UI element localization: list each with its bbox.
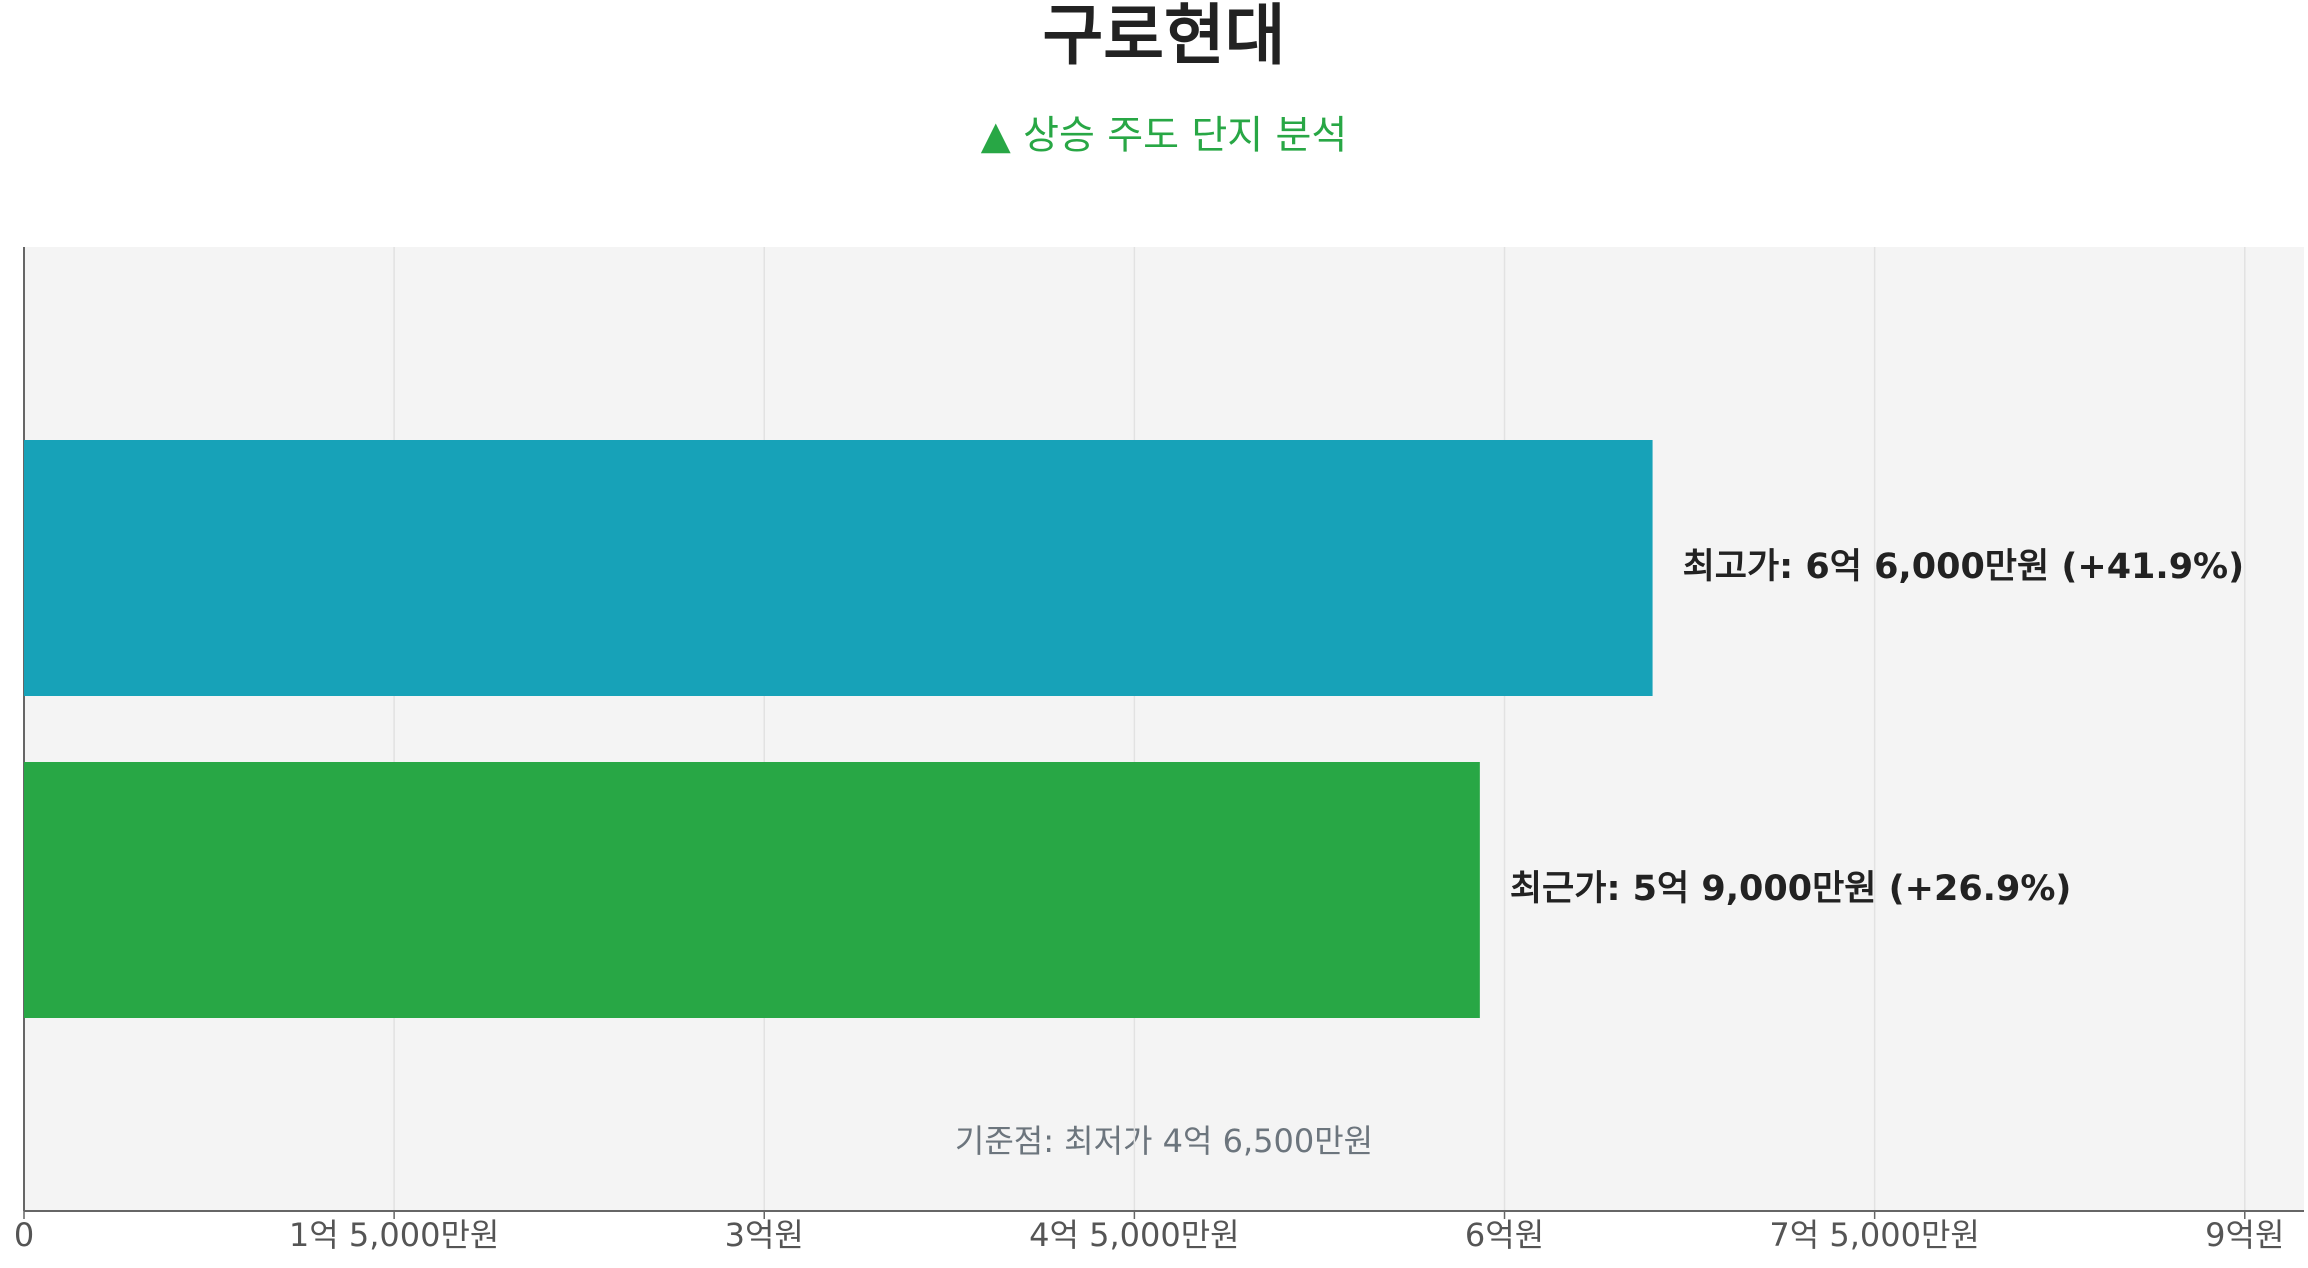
- plot-area: [24, 247, 2304, 1211]
- value-label: 최근가: 5억 9,000만원 (+26.9%): [1510, 869, 2072, 909]
- x-tick-label: 0: [14, 1216, 34, 1254]
- x-tick-label: 9억원: [2205, 1216, 2284, 1254]
- x-tick-label: 6억원: [1465, 1216, 1544, 1254]
- x-tick-label: 3억원: [725, 1216, 804, 1254]
- x-tick-label: 1억 5,000만원: [289, 1216, 499, 1254]
- chart-subtitle: ▲ 상승 주도 단지 분석: [981, 114, 1348, 159]
- bar: [24, 762, 1480, 1018]
- x-tick-label: 7억 5,000만원: [1769, 1216, 1979, 1254]
- value-label: 최고가: 6억 6,000만원 (+41.9%): [1683, 547, 2245, 587]
- chart-title: 구로현대: [1043, 0, 1286, 74]
- x-tick-label: 4억 5,000만원: [1029, 1216, 1239, 1254]
- annotation: 기준점: 최저가 4억 6,500만원: [955, 1122, 1373, 1160]
- bar: [24, 440, 1653, 696]
